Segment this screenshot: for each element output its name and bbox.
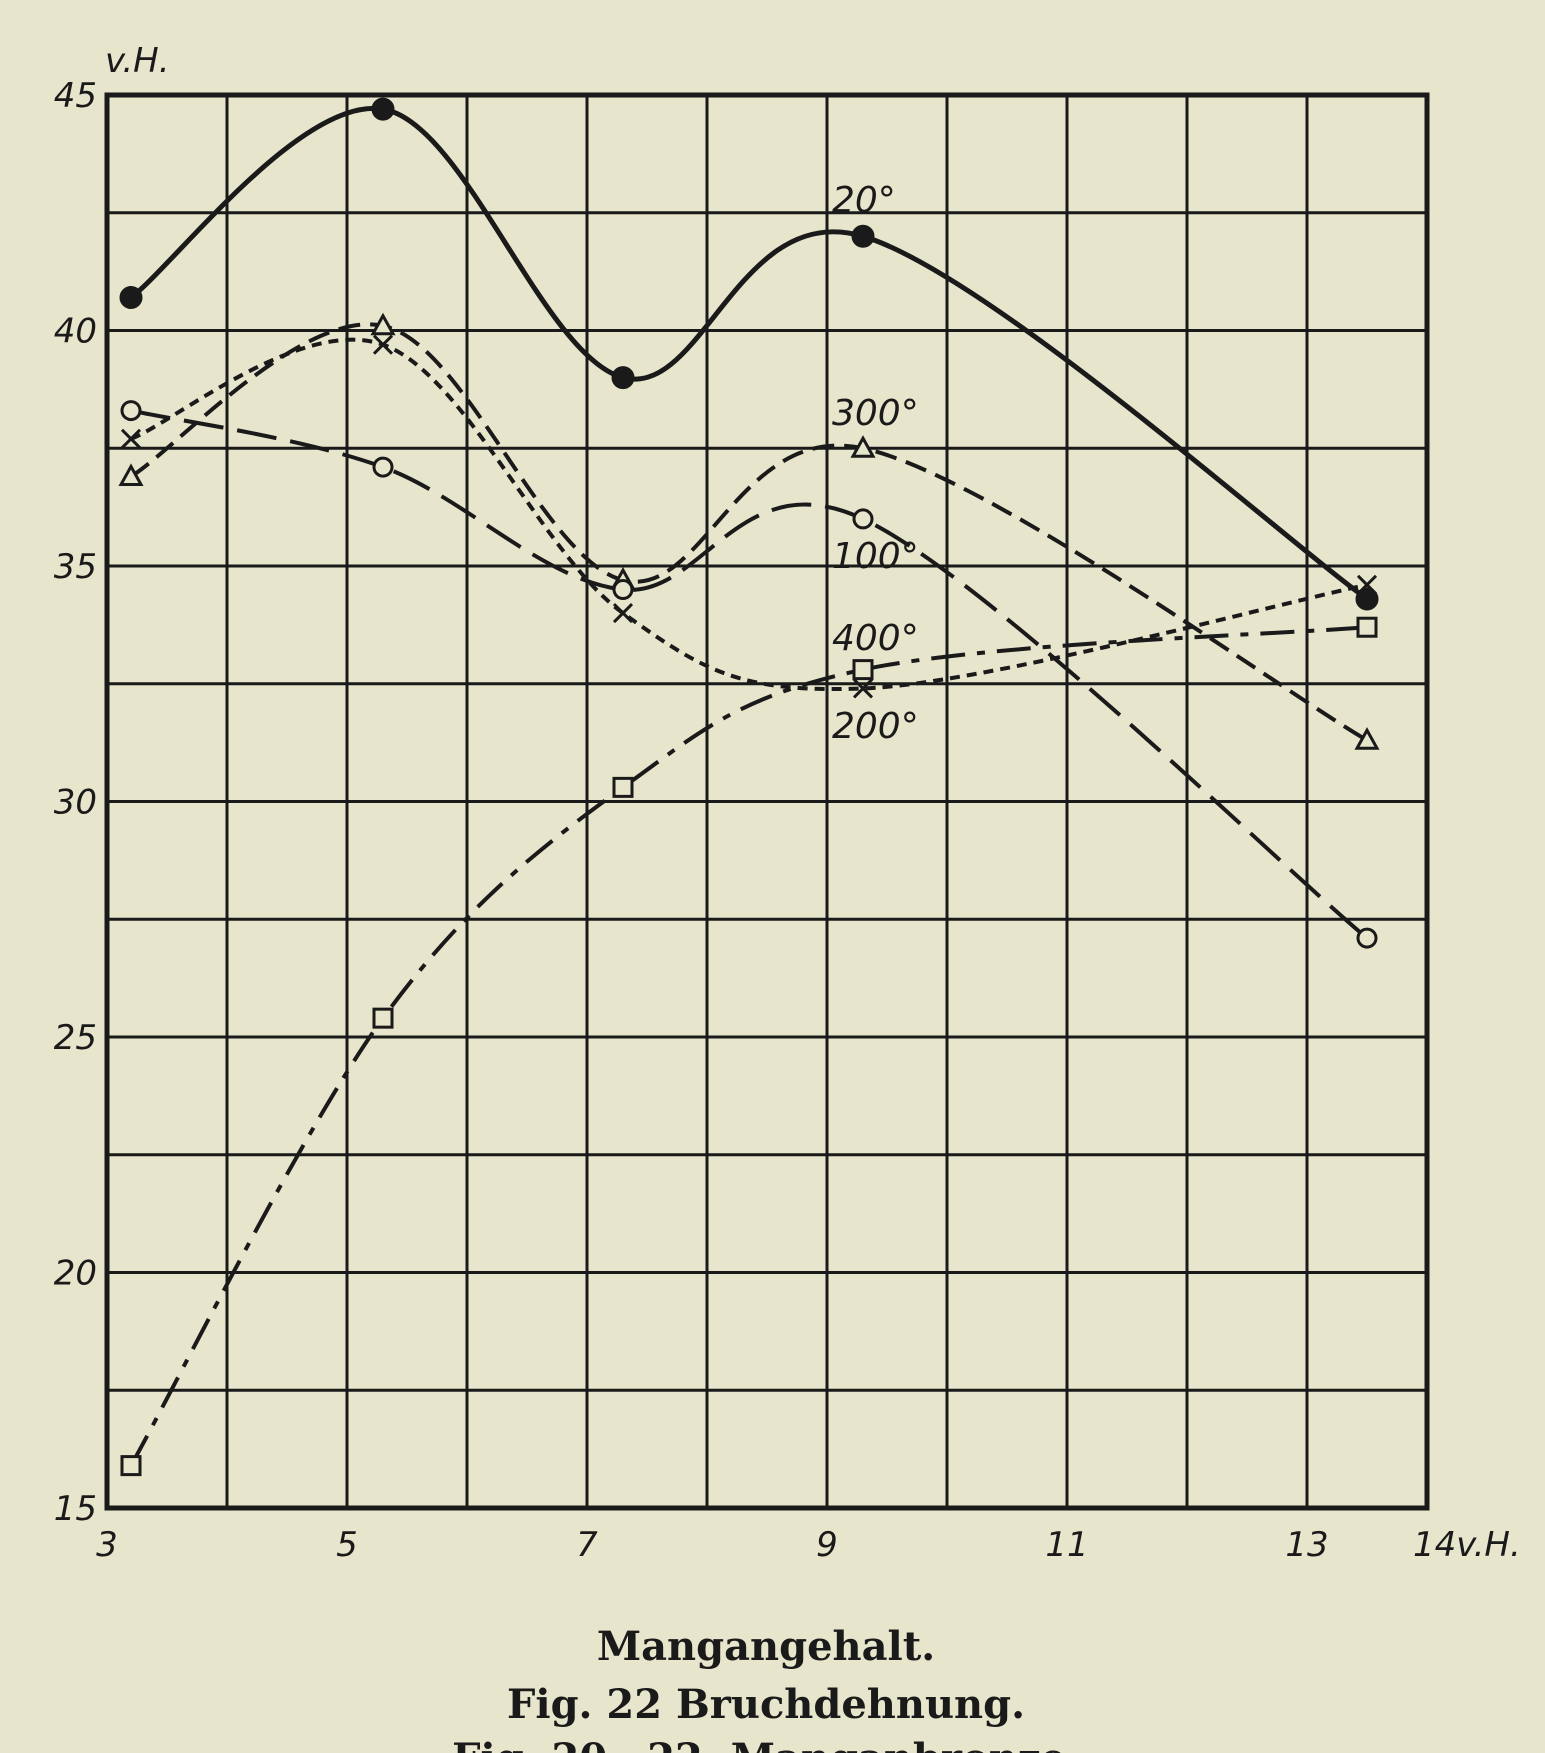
marker bbox=[852, 508, 874, 530]
marker bbox=[118, 463, 144, 487]
marker bbox=[852, 678, 874, 699]
series-line bbox=[129, 625, 1368, 1467]
y-tick-label: 45 bbox=[54, 76, 97, 116]
marker bbox=[371, 97, 395, 121]
marker bbox=[120, 1455, 142, 1477]
y-tick-label: 30 bbox=[54, 783, 97, 823]
marker bbox=[120, 428, 142, 449]
y-tick-label: 35 bbox=[54, 547, 97, 587]
marker bbox=[1356, 616, 1378, 638]
marker bbox=[850, 435, 876, 458]
x-tick-label: 9 bbox=[816, 1525, 838, 1565]
marker bbox=[119, 286, 143, 310]
caption: Fig. 22 Bruchdehnung. bbox=[507, 1681, 1025, 1728]
x-tick-label: 7 bbox=[576, 1525, 598, 1565]
series-label: 400° bbox=[832, 618, 919, 659]
marker bbox=[120, 400, 142, 422]
marker bbox=[372, 456, 394, 478]
y-tick-label: 15 bbox=[54, 1489, 97, 1529]
series-label: 20° bbox=[832, 180, 896, 221]
x-tick-label: 3 bbox=[96, 1525, 118, 1565]
x-tick-label: 11 bbox=[1045, 1525, 1088, 1565]
marker bbox=[370, 312, 396, 336]
marker bbox=[372, 1007, 394, 1029]
y-tick-label: 25 bbox=[54, 1018, 97, 1058]
series-line bbox=[130, 337, 1368, 692]
series-label: 300° bbox=[832, 393, 919, 434]
x-axis-label: Mangangehalt. bbox=[597, 1623, 935, 1670]
x-tick-label: 14v.H. bbox=[1413, 1525, 1521, 1565]
series-label: 200° bbox=[832, 706, 919, 747]
marker bbox=[612, 603, 634, 624]
y-tick-label: 40 bbox=[54, 312, 97, 352]
series-line bbox=[129, 322, 1369, 743]
marker bbox=[852, 659, 874, 681]
marker bbox=[1355, 587, 1379, 611]
marker bbox=[612, 776, 634, 798]
marker bbox=[612, 579, 634, 601]
caption: Fig. 20—22. Manganbronze. bbox=[452, 1735, 1080, 1753]
marker bbox=[851, 224, 875, 248]
marker bbox=[372, 334, 394, 355]
marker bbox=[1354, 727, 1380, 750]
marker bbox=[1356, 927, 1378, 949]
series-line bbox=[130, 408, 1369, 940]
y-tick-label: 20 bbox=[54, 1254, 97, 1294]
y-unit-label: v.H. bbox=[105, 41, 170, 81]
series-line bbox=[129, 106, 1369, 601]
plot-frame bbox=[104, 92, 1430, 1511]
marker bbox=[1356, 574, 1378, 595]
x-tick-label: 13 bbox=[1285, 1525, 1328, 1565]
x-tick-label: 5 bbox=[336, 1525, 358, 1565]
series-label: 100° bbox=[832, 536, 919, 577]
marker bbox=[611, 366, 635, 390]
